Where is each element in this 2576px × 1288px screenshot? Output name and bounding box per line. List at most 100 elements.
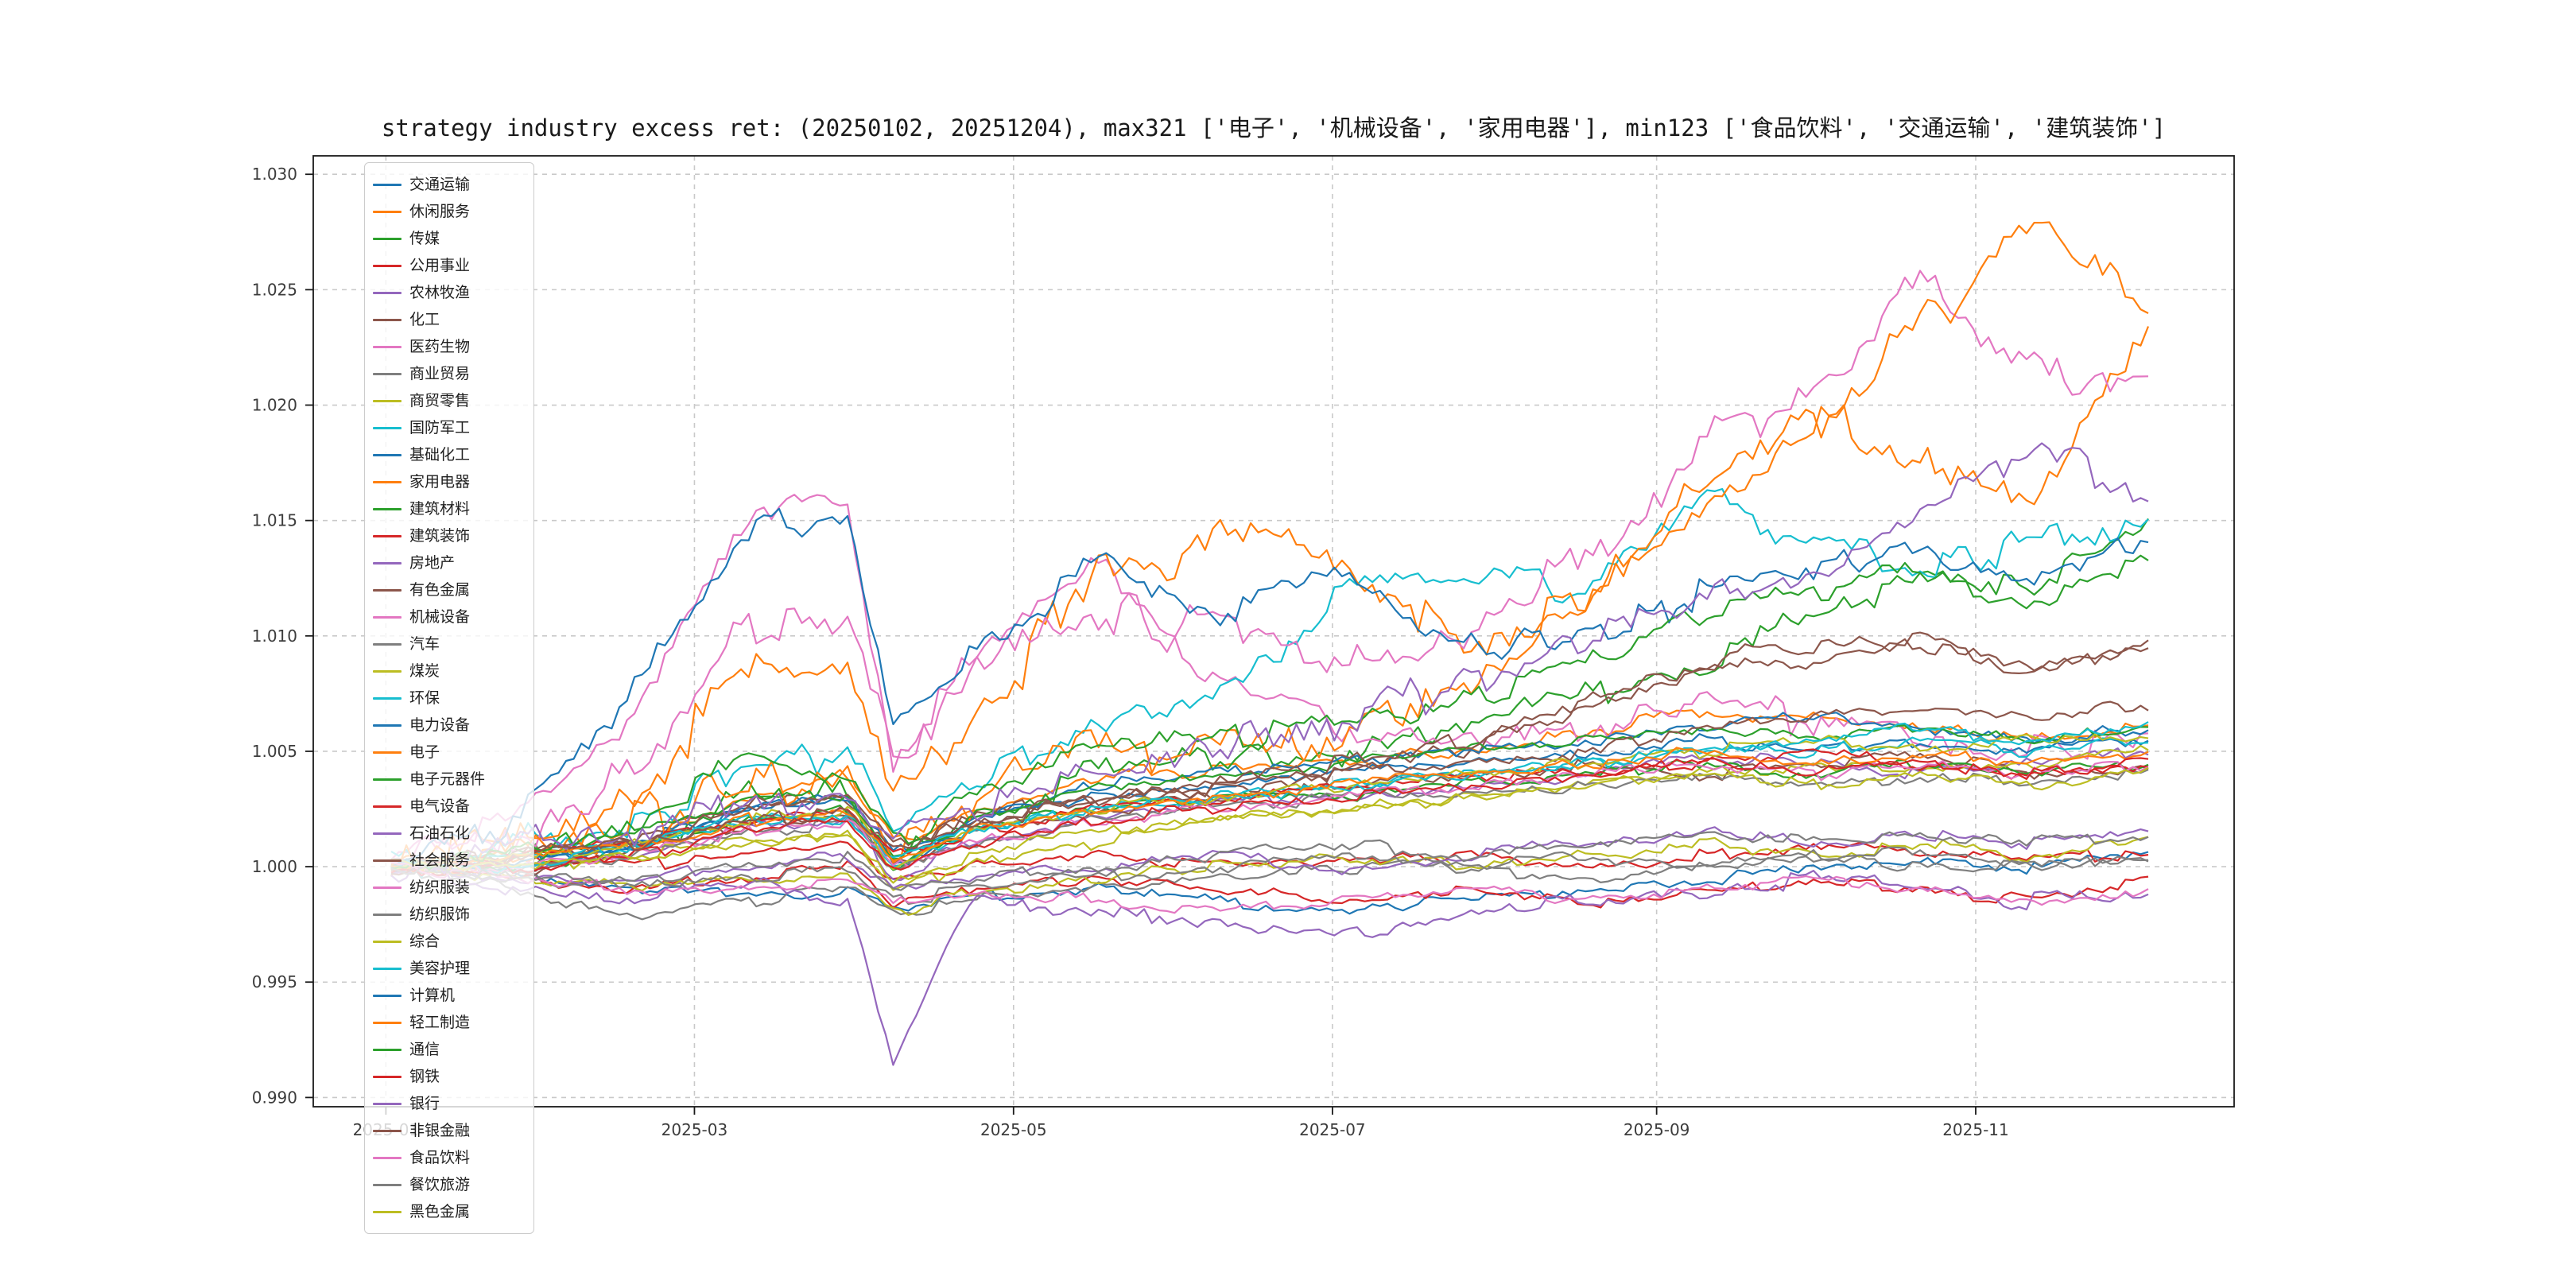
legend-item: 农林牧渔: [373, 279, 527, 306]
legend-label: 公用事业: [409, 256, 471, 274]
legend-swatch: [373, 805, 402, 808]
legend-swatch: [373, 913, 402, 916]
legend-label: 机械设备: [409, 607, 471, 626]
legend-item: 社会服务: [373, 847, 527, 874]
series-line-家用电器: [390, 326, 2150, 876]
legend-swatch: [373, 642, 402, 646]
legend-swatch: [373, 1075, 402, 1078]
legend-item: 食品饮料: [373, 1144, 527, 1171]
legend: 交通运输 休闲服务 传媒 公用事业 农林牧渔 化工 医药生物 商业贸易 商贸零售 国防军工 基础化工…: [364, 162, 534, 1234]
legend-label: 汽车: [409, 634, 440, 653]
legend-swatch: [373, 696, 402, 700]
series-line-纺织服饰: [390, 846, 2149, 906]
legend-swatch: [373, 507, 402, 510]
legend-label: 国防军工: [409, 418, 471, 436]
legend-swatch: [373, 210, 402, 213]
legend-swatch: [373, 1156, 402, 1159]
series-line-通信: [390, 554, 2149, 871]
legend-label: 交通运输: [409, 175, 471, 193]
legend-label: 环保: [409, 689, 440, 707]
legend-swatch: [373, 372, 402, 375]
legend-swatch: [373, 291, 402, 294]
series-line-轻工制造: [390, 747, 2149, 870]
legend-swatch: [373, 426, 402, 429]
legend-swatch: [373, 534, 402, 537]
legend-item: 餐饮旅游: [373, 1171, 527, 1198]
legend-swatch: [373, 778, 402, 781]
legend-swatch: [373, 832, 402, 835]
gridlines: [313, 156, 2234, 1107]
legend-item: 房地产: [373, 549, 527, 576]
legend-swatch: [373, 724, 402, 727]
series-line-汽车: [390, 769, 2149, 873]
chart-title: strategy industry excess ret: (20250102,…: [381, 114, 2167, 142]
legend-swatch: [373, 994, 402, 997]
legend-item: 家用电器: [373, 468, 527, 495]
legend-item: 电子: [373, 739, 527, 766]
legend-label: 社会服务: [409, 851, 471, 869]
legend-label: 餐饮旅游: [409, 1175, 471, 1193]
series-line-钢铁: [390, 757, 2149, 875]
tick-marks: [305, 173, 1977, 1115]
legend-swatch: [373, 615, 402, 619]
legend-label: 电力设备: [409, 716, 471, 734]
legend-label: 商贸零售: [409, 391, 471, 409]
legend-swatch: [373, 561, 402, 564]
legend-label: 家用电器: [409, 472, 471, 491]
x-tick-label: 2025-05: [980, 1120, 1047, 1139]
legend-swatch: [373, 1048, 402, 1051]
legend-item: 休闲服务: [373, 198, 527, 225]
y-tick-label: 1.010: [252, 627, 297, 646]
legend-label: 黑色金属: [409, 1202, 471, 1220]
series-lines: [390, 221, 2150, 1066]
legend-item: 商业贸易: [373, 360, 527, 387]
legend-label: 基础化工: [409, 445, 471, 464]
legend-item: 建筑材料: [373, 495, 527, 522]
legend-item: 基础化工: [373, 441, 527, 468]
legend-label: 煤炭: [409, 661, 440, 680]
legend-swatch: [373, 318, 402, 321]
legend-item: 美容护理: [373, 955, 527, 982]
legend-item: 有色金属: [373, 576, 527, 603]
legend-item: 非银金融: [373, 1117, 527, 1144]
legend-item: 黑色金属: [373, 1198, 527, 1225]
legend-item: 计算机: [373, 982, 527, 1009]
legend-label: 美容护理: [409, 959, 471, 977]
legend-label: 建筑装饰: [409, 526, 471, 545]
legend-swatch: [373, 1210, 402, 1213]
y-tick-label: 1.020: [252, 396, 297, 415]
legend-swatch: [373, 480, 402, 483]
legend-label: 农林牧渔: [409, 283, 471, 301]
legend-item: 综合: [373, 928, 527, 955]
legend-swatch: [373, 399, 402, 402]
legend-item: 国防军工: [373, 414, 527, 441]
series-line-银行: [390, 442, 2149, 883]
x-tick-label: 2025-09: [1624, 1120, 1690, 1139]
legend-label: 商业贸易: [409, 364, 471, 382]
legend-swatch: [373, 1102, 402, 1105]
series-line-黑色金属: [391, 766, 2149, 884]
legend-item: 电力设备: [373, 712, 527, 739]
legend-label: 房地产: [409, 553, 456, 572]
legend-label: 休闲服务: [409, 202, 471, 220]
series-line-建筑装饰: [390, 859, 2149, 909]
series-line-国防军工: [390, 487, 2149, 879]
legend-swatch: [373, 669, 402, 673]
legend-swatch: [373, 264, 402, 267]
legend-item: 化工: [373, 306, 527, 333]
legend-item: 商贸零售: [373, 387, 527, 414]
legend-swatch: [373, 967, 402, 970]
legend-swatch: [373, 751, 402, 754]
legend-item: 轻工制造: [373, 1009, 527, 1036]
plot-spines: [312, 155, 2235, 1108]
legend-label: 银行: [409, 1094, 440, 1112]
series-line-房地产: [390, 857, 2149, 1066]
legend-label: 轻工制造: [409, 1013, 471, 1031]
legend-label: 纺织服饰: [409, 905, 471, 923]
series-line-食品饮料: [390, 861, 2149, 914]
legend-item: 公用事业: [373, 252, 527, 279]
legend-label: 电子: [409, 743, 440, 761]
legend-label: 非银金融: [409, 1121, 471, 1139]
series-line-商业贸易: [390, 854, 2149, 921]
